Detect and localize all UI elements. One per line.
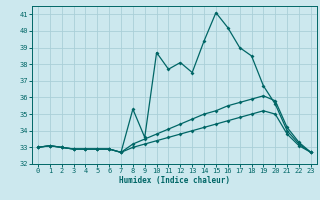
X-axis label: Humidex (Indice chaleur): Humidex (Indice chaleur)	[119, 176, 230, 185]
